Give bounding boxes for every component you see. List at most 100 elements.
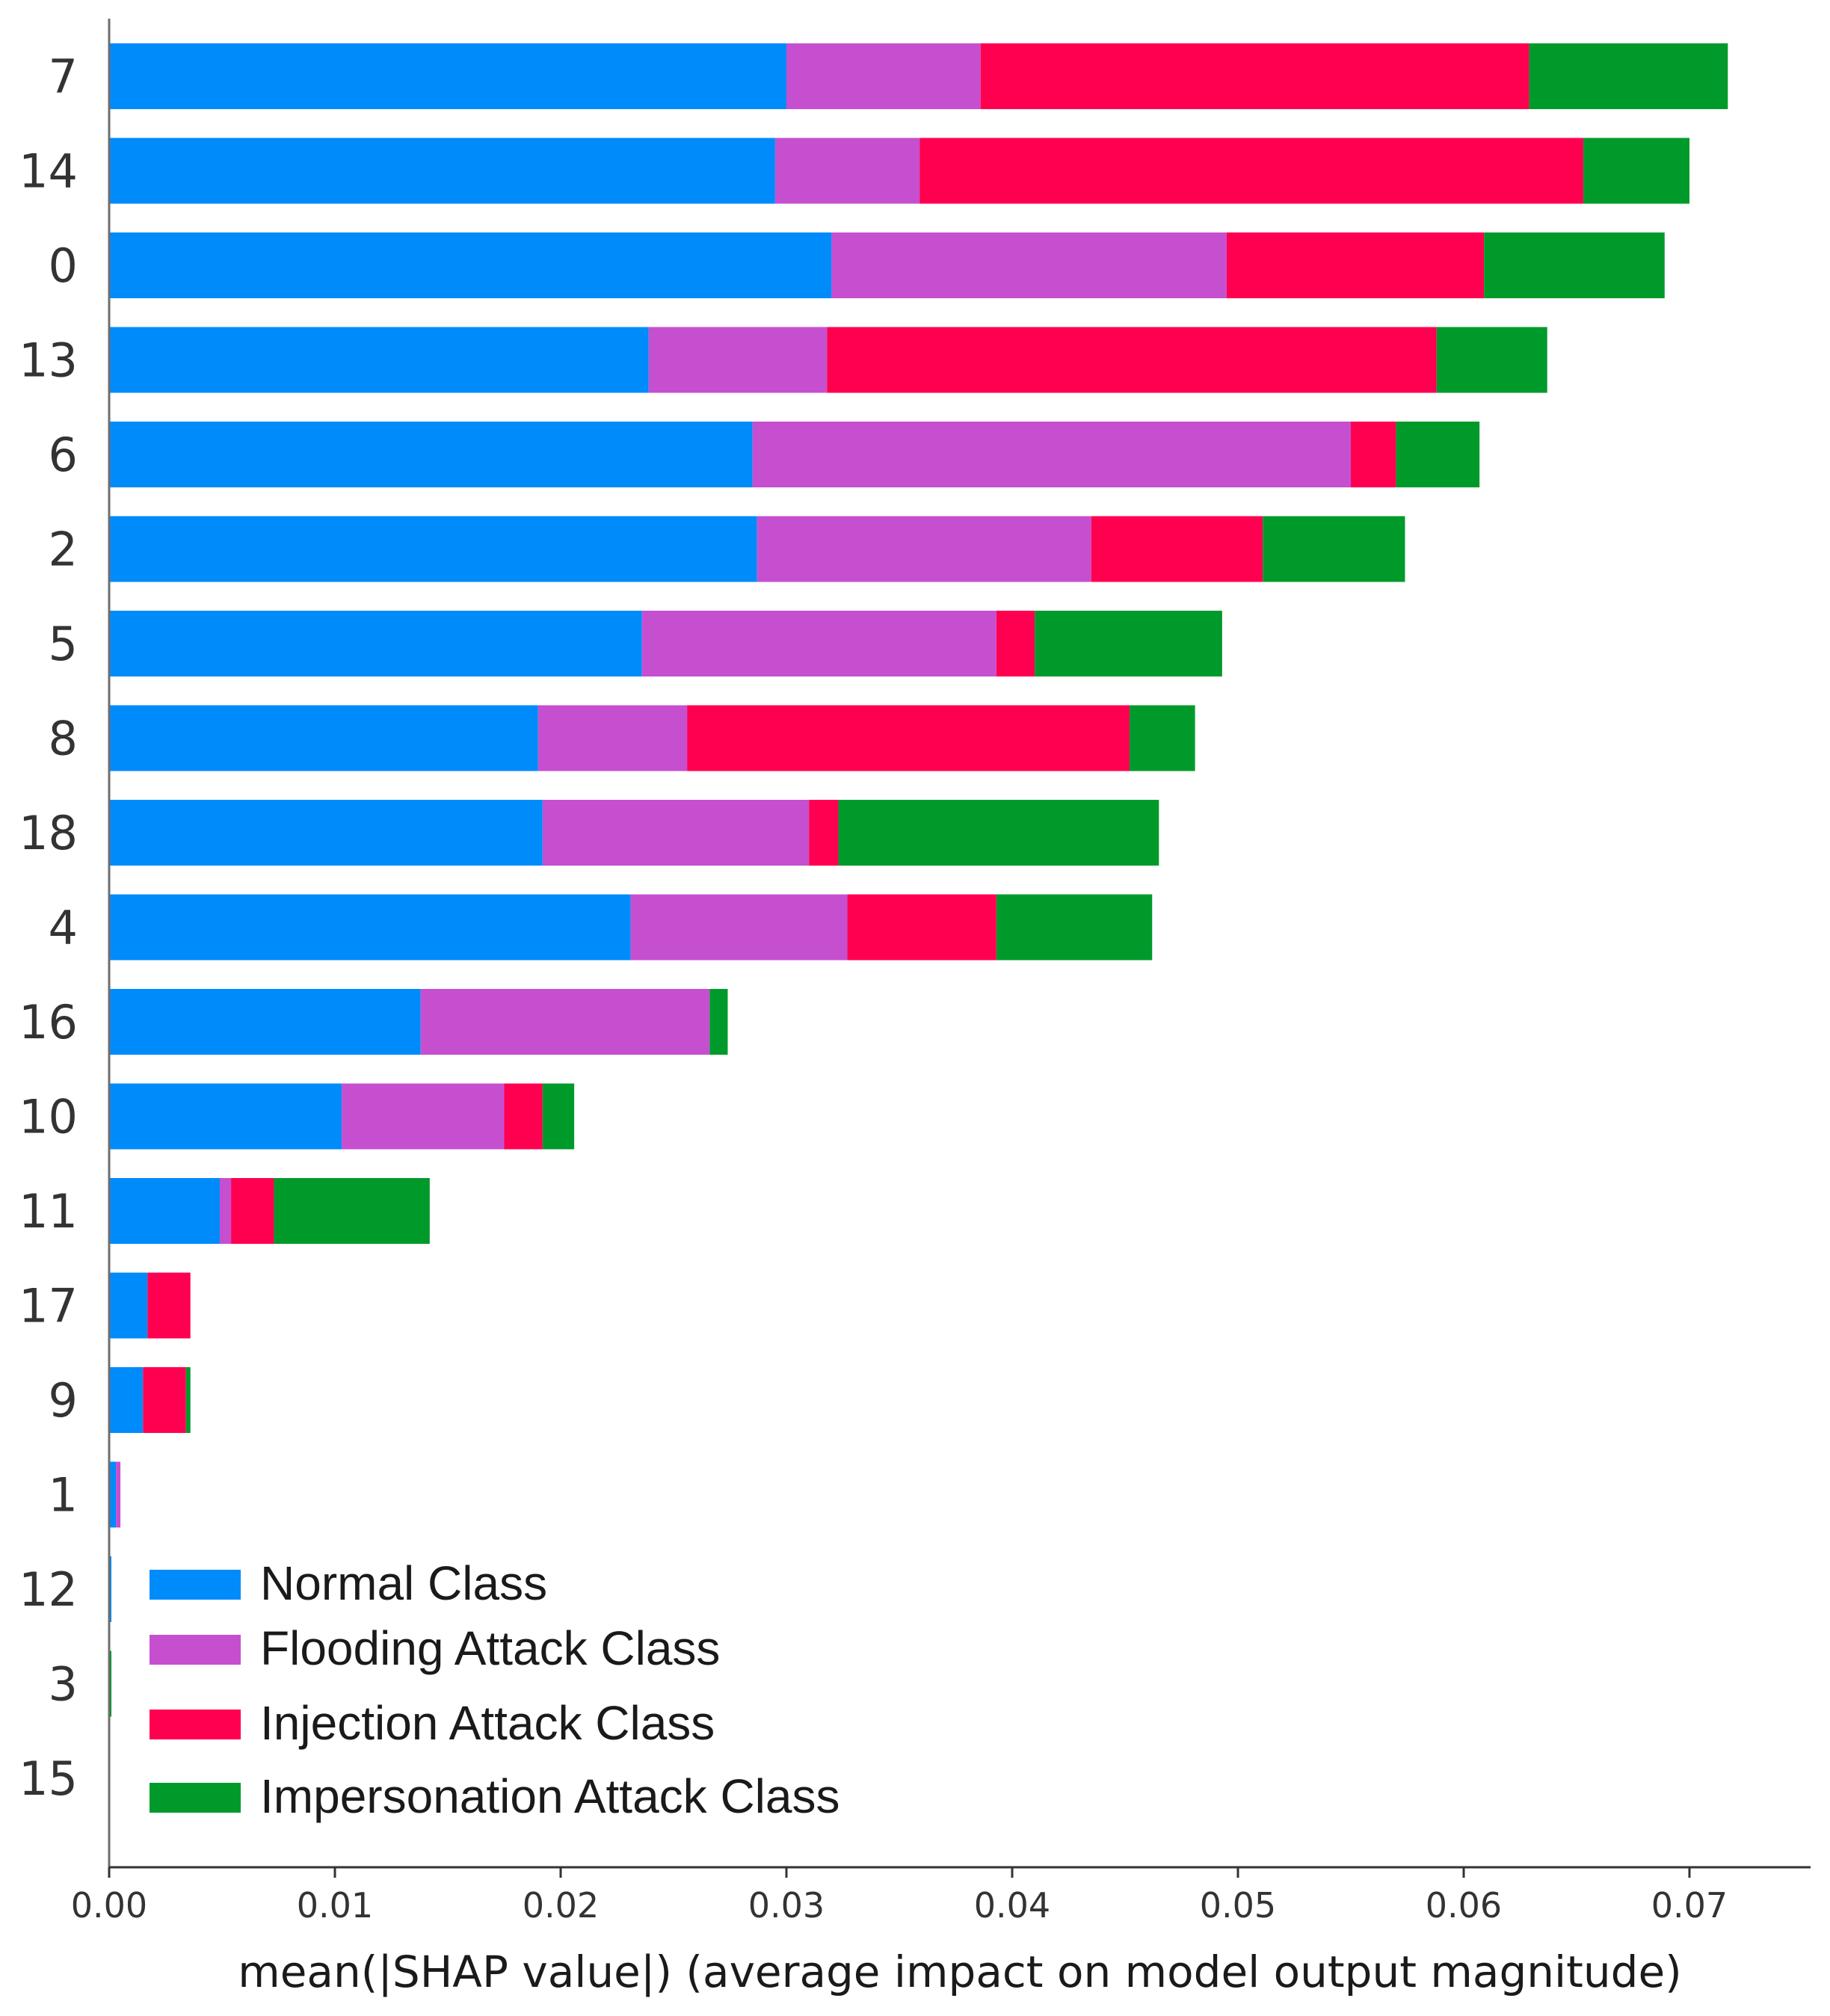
x-axis-title: mean(|SHAP value|) (average impact on mo… xyxy=(238,1946,1682,1997)
bar-segment-17-normal-class xyxy=(109,1272,148,1339)
x-tick-labels: 0.00 0.01 0.02 0.03 0.04 0.05 0.06 0.07 xyxy=(71,1867,1728,1926)
bar-segment-5-normal-class xyxy=(109,611,642,676)
bar-segment-13-injection-attack-class xyxy=(827,327,1437,393)
bar-segment-18-normal-class xyxy=(109,800,543,866)
x-tick-label: 0.03 xyxy=(748,1885,825,1926)
bar-segment-4-injection-attack-class xyxy=(847,894,996,961)
bar-segment-9-injection-attack-class xyxy=(143,1367,186,1433)
bar-segment-13-flooding-attack-class xyxy=(648,327,828,393)
bar-segment-8-flooding-attack-class xyxy=(537,705,688,771)
y-tick-label: 14 xyxy=(19,144,78,199)
y-tick-label: 18 xyxy=(19,806,78,860)
bar-segment-1-flooding-attack-class xyxy=(116,1461,121,1528)
y-tick-label: 11 xyxy=(19,1184,78,1239)
bar-segment-16-normal-class xyxy=(109,989,421,1055)
bar-segment-8-injection-attack-class xyxy=(687,705,1130,771)
bar-group xyxy=(109,43,1728,1717)
y-tick-label: 12 xyxy=(19,1562,78,1617)
y-tick-label: 5 xyxy=(49,617,78,671)
y-tick-label: 3 xyxy=(49,1657,78,1712)
bar-segment-7-normal-class xyxy=(109,43,786,109)
bar-segment-18-impersonation-attack-class xyxy=(838,800,1159,866)
bar-segment-2-impersonation-attack-class xyxy=(1263,516,1405,582)
bar-segment-7-flooding-attack-class xyxy=(786,43,981,109)
bar-segment-8-impersonation-attack-class xyxy=(1130,705,1195,771)
bar-segment-18-injection-attack-class xyxy=(809,800,839,866)
bar-segment-3-impersonation-attack-class xyxy=(109,1650,112,1717)
x-tick-label: 0.00 xyxy=(71,1885,147,1926)
y-tick-label: 13 xyxy=(19,333,78,388)
bar-segment-16-flooding-attack-class xyxy=(420,989,710,1055)
bar-segment-10-injection-attack-class xyxy=(504,1083,543,1150)
bar-segment-0-impersonation-attack-class xyxy=(1484,232,1665,298)
bar-segment-8-normal-class xyxy=(109,705,538,771)
y-tick-label: 2 xyxy=(49,523,78,577)
x-tick-label: 0.02 xyxy=(523,1885,599,1926)
bar-segment-0-normal-class xyxy=(109,232,832,298)
bar-segment-14-normal-class xyxy=(109,138,775,204)
y-tick-label: 7 xyxy=(49,49,78,104)
bar-segment-6-normal-class xyxy=(109,422,753,487)
bar-segment-2-normal-class xyxy=(109,516,757,582)
bar-segment-13-impersonation-attack-class xyxy=(1436,327,1547,393)
bar-segment-10-normal-class xyxy=(109,1083,342,1150)
y-tick-label: 17 xyxy=(19,1279,78,1334)
legend-swatch-injection-attack-class xyxy=(150,1710,241,1739)
bar-segment-0-injection-attack-class xyxy=(1226,232,1485,298)
bar-segment-17-injection-attack-class xyxy=(147,1272,191,1339)
bar-segment-5-impersonation-attack-class xyxy=(1035,611,1222,676)
bar-segment-4-normal-class xyxy=(109,894,631,961)
bar-segment-11-flooding-attack-class xyxy=(219,1178,232,1244)
legend-label: Flooding Attack Class xyxy=(260,1621,720,1675)
y-tick-label: 8 xyxy=(49,712,78,766)
bar-segment-5-flooding-attack-class xyxy=(641,611,996,676)
legend-label: Normal Class xyxy=(260,1556,547,1610)
y-tick-labels: 7 14 0 13 6 2 5 8 18 4 16 10 11 17 9 1 12 3 15 xyxy=(19,49,78,1806)
bar-segment-12-normal-class xyxy=(109,1556,112,1622)
bar-segment-2-injection-attack-class xyxy=(1091,516,1263,582)
y-tick-label: 6 xyxy=(49,428,78,482)
legend-swatch-normal-class xyxy=(150,1570,241,1600)
bar-segment-9-normal-class xyxy=(109,1367,144,1433)
y-tick-label: 0 xyxy=(49,238,78,293)
legend-label: Impersonation Attack Class xyxy=(260,1769,839,1823)
bar-segment-1-normal-class xyxy=(109,1461,117,1528)
bar-segment-14-flooding-attack-class xyxy=(774,138,920,204)
bar-segment-4-impersonation-attack-class xyxy=(996,894,1153,961)
bar-segment-10-impersonation-attack-class xyxy=(542,1083,575,1150)
bar-segment-14-injection-attack-class xyxy=(919,138,1584,204)
bar-segment-7-injection-attack-class xyxy=(980,43,1529,109)
x-tick-label: 0.06 xyxy=(1426,1885,1502,1926)
legend-label: Injection Attack Class xyxy=(260,1696,715,1750)
bar-segment-11-normal-class xyxy=(109,1178,220,1244)
y-tick-label: 1 xyxy=(49,1468,78,1523)
bar-segment-5-injection-attack-class xyxy=(996,611,1035,676)
bar-segment-16-impersonation-attack-class xyxy=(709,989,728,1055)
bar-segment-6-injection-attack-class xyxy=(1351,422,1396,487)
legend: Normal Class Flooding Attack Class Injecti… xyxy=(150,1556,839,1823)
bar-segment-13-normal-class xyxy=(109,327,649,393)
bar-segment-6-flooding-attack-class xyxy=(752,422,1351,487)
bar-segment-11-injection-attack-class xyxy=(231,1178,274,1244)
bar-segment-7-impersonation-attack-class xyxy=(1529,43,1728,109)
y-tick-label: 15 xyxy=(19,1751,78,1806)
y-tick-label: 4 xyxy=(49,901,78,955)
x-tick-label: 0.05 xyxy=(1200,1885,1276,1926)
y-tick-label: 16 xyxy=(19,995,78,1049)
x-tick-label: 0.01 xyxy=(297,1885,373,1926)
bar-segment-6-impersonation-attack-class xyxy=(1396,422,1480,487)
legend-swatch-flooding-attack-class xyxy=(150,1635,241,1665)
bar-segment-14-impersonation-attack-class xyxy=(1583,138,1689,204)
x-tick-label: 0.04 xyxy=(974,1885,1050,1926)
x-tick-label: 0.07 xyxy=(1651,1885,1728,1926)
bar-segment-9-impersonation-attack-class xyxy=(185,1367,191,1433)
y-tick-label: 10 xyxy=(19,1090,78,1144)
legend-swatch-impersonation-attack-class xyxy=(150,1783,241,1813)
y-tick-label: 9 xyxy=(49,1373,78,1428)
bar-segment-4-flooding-attack-class xyxy=(630,894,848,961)
bar-segment-10-flooding-attack-class xyxy=(342,1083,505,1150)
bar-segment-11-impersonation-attack-class xyxy=(274,1178,430,1244)
bar-segment-18-flooding-attack-class xyxy=(542,800,810,866)
bar-segment-2-flooding-attack-class xyxy=(757,516,1091,582)
